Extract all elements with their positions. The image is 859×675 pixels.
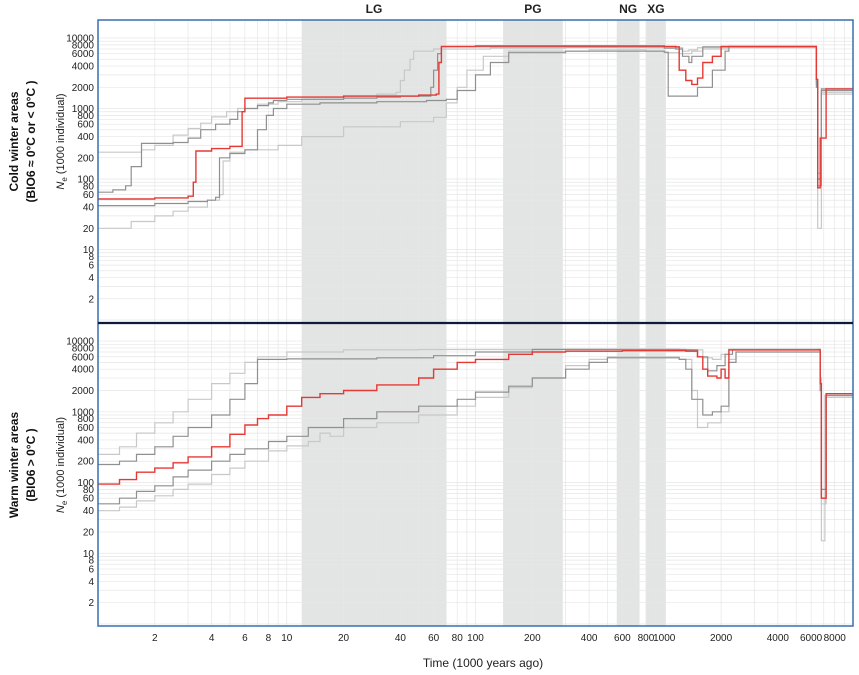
x-tick-label: 200 (524, 633, 541, 644)
x-axis-label: Time (1000 years ago) (423, 656, 543, 670)
x-tick-label: 4000 (767, 633, 790, 644)
y-tick-label: 10 (83, 549, 95, 560)
y-tick-label: 6000 (72, 352, 95, 363)
y-tick-label: 40 (83, 203, 95, 214)
series-line-panel1-4 (98, 45, 853, 207)
x-tick-label: 40 (395, 633, 407, 644)
panel-frames (97, 19, 854, 627)
y-tick-label: 10 (83, 245, 95, 256)
y-tick-label: 4 (88, 577, 94, 588)
x-tick-label: 20 (338, 633, 350, 644)
y-tick-label: 4000 (72, 62, 95, 73)
x-tick-label: 6 (242, 633, 248, 644)
y-axis-label-unit: (1000 individual) (55, 93, 67, 177)
y-tick-label: 200 (77, 153, 94, 164)
y-tick-label: 10000 (66, 337, 94, 348)
y-tick-label: 400 (77, 132, 94, 143)
y-tick-label: 80 (83, 181, 95, 192)
y-tick-label: 80 (83, 485, 95, 496)
x-tick-label: 600 (614, 633, 631, 644)
y-tick-label: 8 (88, 556, 94, 567)
row-label-line1: Warm winter areas (7, 412, 21, 519)
y-tick-label: 600 (77, 423, 94, 434)
y-tick-label: 400 (77, 435, 94, 446)
x-tick-label: 2000 (710, 633, 733, 644)
x-tick-label: 6000 (800, 633, 823, 644)
y-tick-label: 8000 (72, 343, 95, 354)
y-axis-label: Ne (1000 individual) (55, 93, 69, 189)
period-label-xg: XG (647, 2, 664, 16)
y-tick-label: 6000 (72, 49, 95, 60)
series-layer (98, 45, 853, 542)
y-tick-label: 60 (83, 190, 95, 201)
y-tick-label: 2000 (72, 83, 95, 94)
y-tick-label: 800 (77, 111, 94, 122)
x-tick-label: 10 (281, 633, 293, 644)
y-tick-label: 8000 (72, 40, 95, 51)
y-tick-label: 10000 (66, 34, 94, 45)
series-line-panel2-5 (98, 349, 853, 499)
y-tick-label: 800 (77, 414, 94, 425)
y-axis-label-unit: (1000 individual) (55, 417, 67, 501)
row-label-line1: Cold winter areas (7, 91, 21, 191)
y-tick-label: 8 (88, 252, 94, 263)
y-tick-label: 1000 (72, 407, 95, 418)
y-tick-label: 20 (83, 527, 95, 538)
series-line-panel1-5 (98, 45, 853, 200)
y-tick-label: 20 (83, 224, 95, 235)
y-tick-label: 200 (77, 457, 94, 468)
y-tick-label: 2000 (72, 386, 95, 397)
series-line-panel1-2 (98, 47, 853, 229)
y-tick-label: 4 (88, 273, 94, 284)
y-tick-label: 100 (77, 478, 94, 489)
x-tick-label: 80 (452, 633, 464, 644)
x-tick-label: 4 (209, 633, 215, 644)
y-axis-label-subscript: e (60, 500, 69, 505)
x-tick-label: 8000 (824, 633, 847, 644)
y-tick-label: 60 (83, 494, 95, 505)
x-tick-label: 2 (152, 633, 158, 644)
y-tick-label: 4000 (72, 365, 95, 376)
y-tick-label: 6 (88, 261, 94, 272)
y-tick-label: 6 (88, 564, 94, 575)
x-tick-label: 800 (638, 633, 655, 644)
y-tick-label: 40 (83, 506, 95, 517)
y-tick-label: 600 (77, 120, 94, 131)
row-label-line2: (BIO6 > 0°C ) (24, 428, 38, 501)
y-axis-label-symbol: N (55, 505, 67, 513)
y-tick-label: 1000 (72, 104, 95, 115)
period-label-ng: NG (619, 2, 637, 16)
x-tick-label: 8 (266, 633, 272, 644)
x-tick-label: 100 (467, 633, 484, 644)
y-tick-label: 2 (88, 598, 94, 609)
y-axis-label-symbol: N (55, 182, 67, 190)
y-tick-labels: 2468102040608010020040060080010002000400… (66, 34, 94, 610)
y-tick-label: 2 (88, 294, 94, 305)
series-line-panel1-1 (98, 47, 853, 174)
y-tick-label: 100 (77, 175, 94, 186)
series-line-panel1-3 (98, 46, 853, 193)
period-label-lg: LG (366, 2, 383, 16)
period-label-pg: PG (524, 2, 541, 16)
y-axis-label-subscript: e (60, 177, 69, 182)
row-labels: Ne (1000 individual)Cold winter areas (BI… (7, 81, 69, 519)
y-axis-label: Ne (1000 individual) (55, 417, 69, 513)
x-tick-label: 400 (581, 633, 598, 644)
x-tick-label: 60 (428, 633, 440, 644)
row-label-line2: (BIO6 ≈ 0°C or < 0°C ) (24, 81, 38, 203)
x-tick-label: 1000 (653, 633, 676, 644)
period-labels: LG PG NG XG (366, 2, 665, 16)
